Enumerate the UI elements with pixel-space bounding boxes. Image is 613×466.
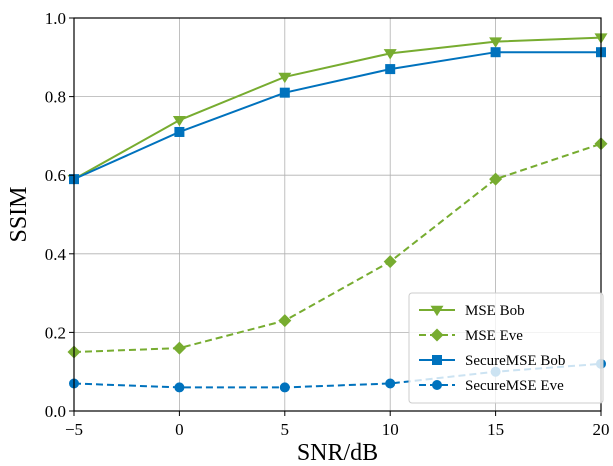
y-tick-label: 0.6: [45, 166, 66, 185]
grid: [73, 17, 602, 412]
legend-box: [408, 292, 604, 404]
x-tick-label: 15: [487, 420, 504, 439]
legend-label-securemse-bob: SecureMSE Bob: [465, 353, 565, 369]
data-point-mse-bob: [383, 49, 397, 60]
data-point-securemse-eve: [279, 382, 290, 393]
x-tick-label: 20: [593, 420, 610, 439]
data-point-securemse-eve: [174, 382, 185, 393]
data-point-securemse-bob: [385, 64, 396, 75]
data-point-securemse-bob: [279, 87, 290, 98]
series-mse-eve: [67, 137, 608, 359]
data-point-mse-eve: [172, 341, 186, 355]
data-point-securemse-bob: [174, 126, 185, 137]
data-point-mse-bob: [489, 37, 503, 48]
plot-frame: [73, 17, 602, 412]
y-tick-label: 0.0: [45, 402, 66, 421]
y-tick-label: 1.0: [45, 9, 66, 28]
y-tick-label: 0.2: [45, 323, 66, 342]
data-point-mse-eve: [489, 172, 503, 186]
legend-label-mse-bob: MSE Bob: [465, 303, 525, 319]
data-point-mse-bob: [172, 115, 186, 127]
x-tick-label: 0: [175, 420, 184, 439]
y-tick-label: 0.4: [45, 245, 67, 264]
axis-ticks: −5 0 5 10 15 20 0.0 0.2 0.4 0.6 0.8 1.0: [45, 9, 610, 439]
data-point-mse-eve: [383, 255, 397, 269]
data-point-mse-eve: [278, 314, 292, 328]
y-tick-label: 0.8: [45, 88, 66, 107]
x-tick-label: 10: [382, 420, 399, 439]
legend-marker-mse-eve: [430, 328, 444, 342]
legend-marker-mse-bob: [430, 305, 444, 317]
data-point-securemse-eve: [385, 378, 396, 389]
legend-marker-securemse-bob: [432, 355, 442, 365]
series-line-mse-bob: [73, 36, 602, 181]
y-axis-title: SSIM: [6, 186, 32, 242]
series-line-mse-eve: [73, 142, 602, 354]
legend-label-securemse-eve: SecureMSE Eve: [465, 378, 564, 394]
legend-marker-securemse-eve: [432, 380, 442, 390]
x-tick-label: 5: [281, 420, 290, 439]
data-point-mse-bob: [278, 72, 292, 84]
x-tick-label: −5: [65, 420, 83, 439]
x-axis-title: SNR/dB: [297, 440, 378, 466]
legend: MSE Bob MSE Eve SecureMSE Bob SecureMSE Eve: [408, 292, 604, 404]
series-line-securemse-bob: [73, 51, 601, 181]
legend-label-mse-eve: MSE Eve: [465, 328, 523, 344]
data-point-securemse-bob: [490, 47, 501, 58]
